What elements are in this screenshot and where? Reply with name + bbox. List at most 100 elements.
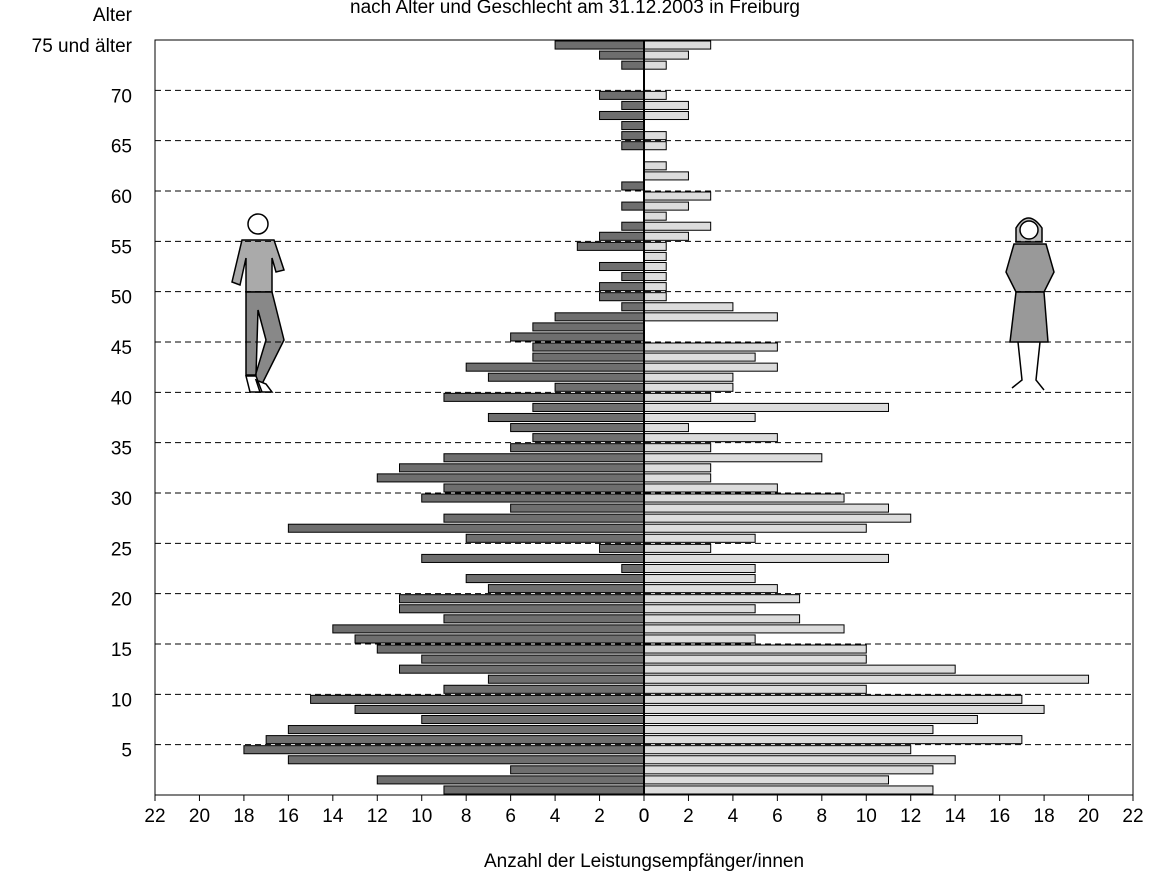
bar — [643, 433, 778, 443]
x-axis-label: Anzahl der Leistungsempfänger/innen — [484, 851, 804, 872]
x-tick-label: 20 — [189, 806, 210, 827]
bar — [599, 543, 645, 553]
y-tick-label: 55 — [111, 237, 132, 258]
bar — [354, 634, 645, 644]
bar — [643, 110, 689, 121]
x-tick-label: 16 — [989, 806, 1010, 827]
bar — [643, 483, 778, 493]
x-tick-label: 12 — [367, 806, 388, 827]
bar — [421, 553, 645, 563]
bar — [532, 402, 645, 412]
bar — [621, 181, 645, 191]
bar — [643, 714, 978, 725]
x-tick-label: 14 — [322, 806, 344, 827]
bar — [376, 644, 645, 654]
bar — [532, 322, 645, 332]
y-tick-label: 65 — [111, 137, 132, 158]
bar — [643, 251, 667, 261]
bar — [287, 725, 645, 735]
bar — [643, 272, 667, 282]
bar — [643, 493, 845, 503]
x-tick-label: 0 — [639, 806, 650, 827]
bar — [643, 412, 756, 423]
bar — [621, 60, 645, 70]
bar — [643, 141, 667, 151]
bar — [621, 141, 645, 151]
y-tick-label: 15 — [111, 640, 132, 661]
bar — [643, 241, 667, 251]
bar — [399, 594, 645, 604]
bar — [421, 714, 645, 725]
bar — [643, 131, 667, 141]
bar — [599, 231, 645, 241]
bar — [643, 453, 823, 463]
y-tick-label: 35 — [111, 439, 132, 460]
bar — [287, 523, 645, 533]
bar — [399, 604, 645, 614]
bar — [554, 382, 645, 392]
y-tick-label: 45 — [111, 338, 132, 359]
bar — [599, 50, 645, 60]
bar — [643, 694, 1023, 704]
bar — [643, 382, 734, 392]
bar — [643, 50, 689, 60]
bar — [243, 745, 645, 755]
bar — [465, 362, 645, 372]
bar — [643, 221, 712, 231]
bar — [643, 302, 734, 312]
bar — [599, 292, 645, 302]
bar — [465, 574, 645, 584]
bar — [443, 785, 645, 795]
bar — [265, 735, 645, 745]
bar — [643, 503, 889, 513]
bar — [643, 473, 712, 483]
bar — [643, 191, 712, 201]
bar — [643, 634, 756, 644]
x-tick-label: 4 — [550, 806, 561, 827]
x-tick-label: 2 — [683, 806, 694, 827]
bar — [376, 775, 645, 785]
bar — [643, 614, 801, 624]
bar — [443, 453, 645, 463]
x-tick-label: 2 — [594, 806, 605, 827]
x-tick-label: 4 — [728, 806, 739, 827]
bar — [487, 412, 645, 423]
man-figure — [231, 213, 285, 393]
bar — [643, 100, 689, 110]
bar — [354, 704, 645, 714]
bar — [643, 90, 667, 100]
bar — [532, 352, 645, 362]
bar — [643, 725, 934, 735]
bar — [643, 704, 1045, 714]
bar — [643, 362, 778, 372]
bar — [621, 131, 645, 141]
bar — [487, 584, 645, 594]
bar — [443, 614, 645, 624]
bar — [643, 60, 667, 70]
bar — [554, 312, 645, 322]
bar — [510, 332, 645, 342]
bar — [621, 201, 645, 211]
y-tick-label: 40 — [111, 388, 132, 409]
chart-title: nach Alter und Geschlecht am 31.12.2003 … — [350, 0, 800, 18]
bar — [332, 624, 645, 634]
bar — [643, 574, 756, 584]
bar — [643, 563, 756, 574]
x-tick-label: 22 — [144, 806, 165, 827]
bar — [510, 765, 645, 775]
bar — [643, 775, 889, 785]
bar — [643, 443, 712, 453]
bar — [643, 342, 778, 352]
bar — [421, 493, 645, 503]
x-tick-label: 10 — [856, 806, 877, 827]
bar — [643, 352, 756, 362]
x-tick-label: 14 — [945, 806, 967, 827]
bar — [643, 523, 867, 533]
x-tick-label: 22 — [1122, 806, 1143, 827]
bar — [443, 684, 645, 694]
bar — [599, 110, 645, 121]
bar — [621, 100, 645, 110]
bar — [443, 392, 645, 402]
y-tick-label: 70 — [111, 86, 132, 107]
bar — [643, 261, 667, 272]
